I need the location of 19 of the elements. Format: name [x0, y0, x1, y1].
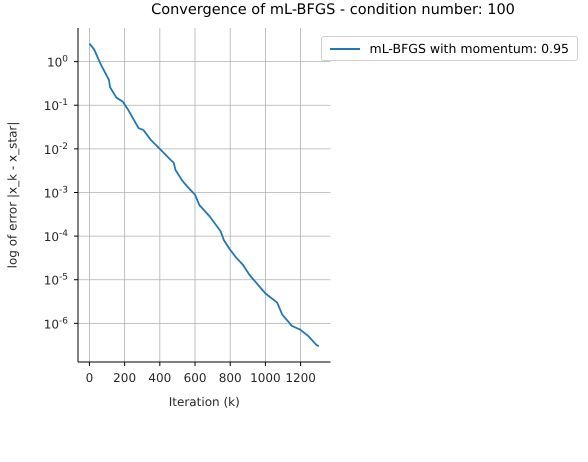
- x-tick-label: 400: [148, 371, 172, 385]
- y-tick-label: 10$^{-3}$: [44, 185, 68, 200]
- y-tick-label: 10$^{-2}$: [44, 142, 68, 157]
- x-tick-label: 200: [113, 371, 136, 385]
- x-tick-label: 600: [184, 371, 206, 385]
- x-axis-title: Iteration (k): [168, 395, 240, 409]
- y-tick-label: 10$^{-6}$: [44, 316, 68, 332]
- y-tick-label: 10$^{0}$: [46, 54, 68, 70]
- x-tick-label: 1200: [285, 371, 316, 385]
- x-tick-label: 0: [86, 371, 94, 385]
- legend-label: mL-BFGS with momentum: 0.95: [370, 41, 569, 56]
- y-tick-label: 10$^{-1}$: [44, 98, 68, 114]
- x-tick-label: 800: [218, 371, 242, 385]
- line-series: [88, 42, 320, 348]
- y-tick-label: 10$^{-4}$: [44, 229, 68, 244]
- y-axis-title: log of error |x_k - x_star|: [5, 122, 20, 268]
- chart-title: Convergence of mL-BFGS - condition number: 100: [150, 2, 516, 18]
- y-tick-label: 10$^{-5}$: [44, 272, 68, 288]
- x-tick-label: 1000: [250, 371, 281, 385]
